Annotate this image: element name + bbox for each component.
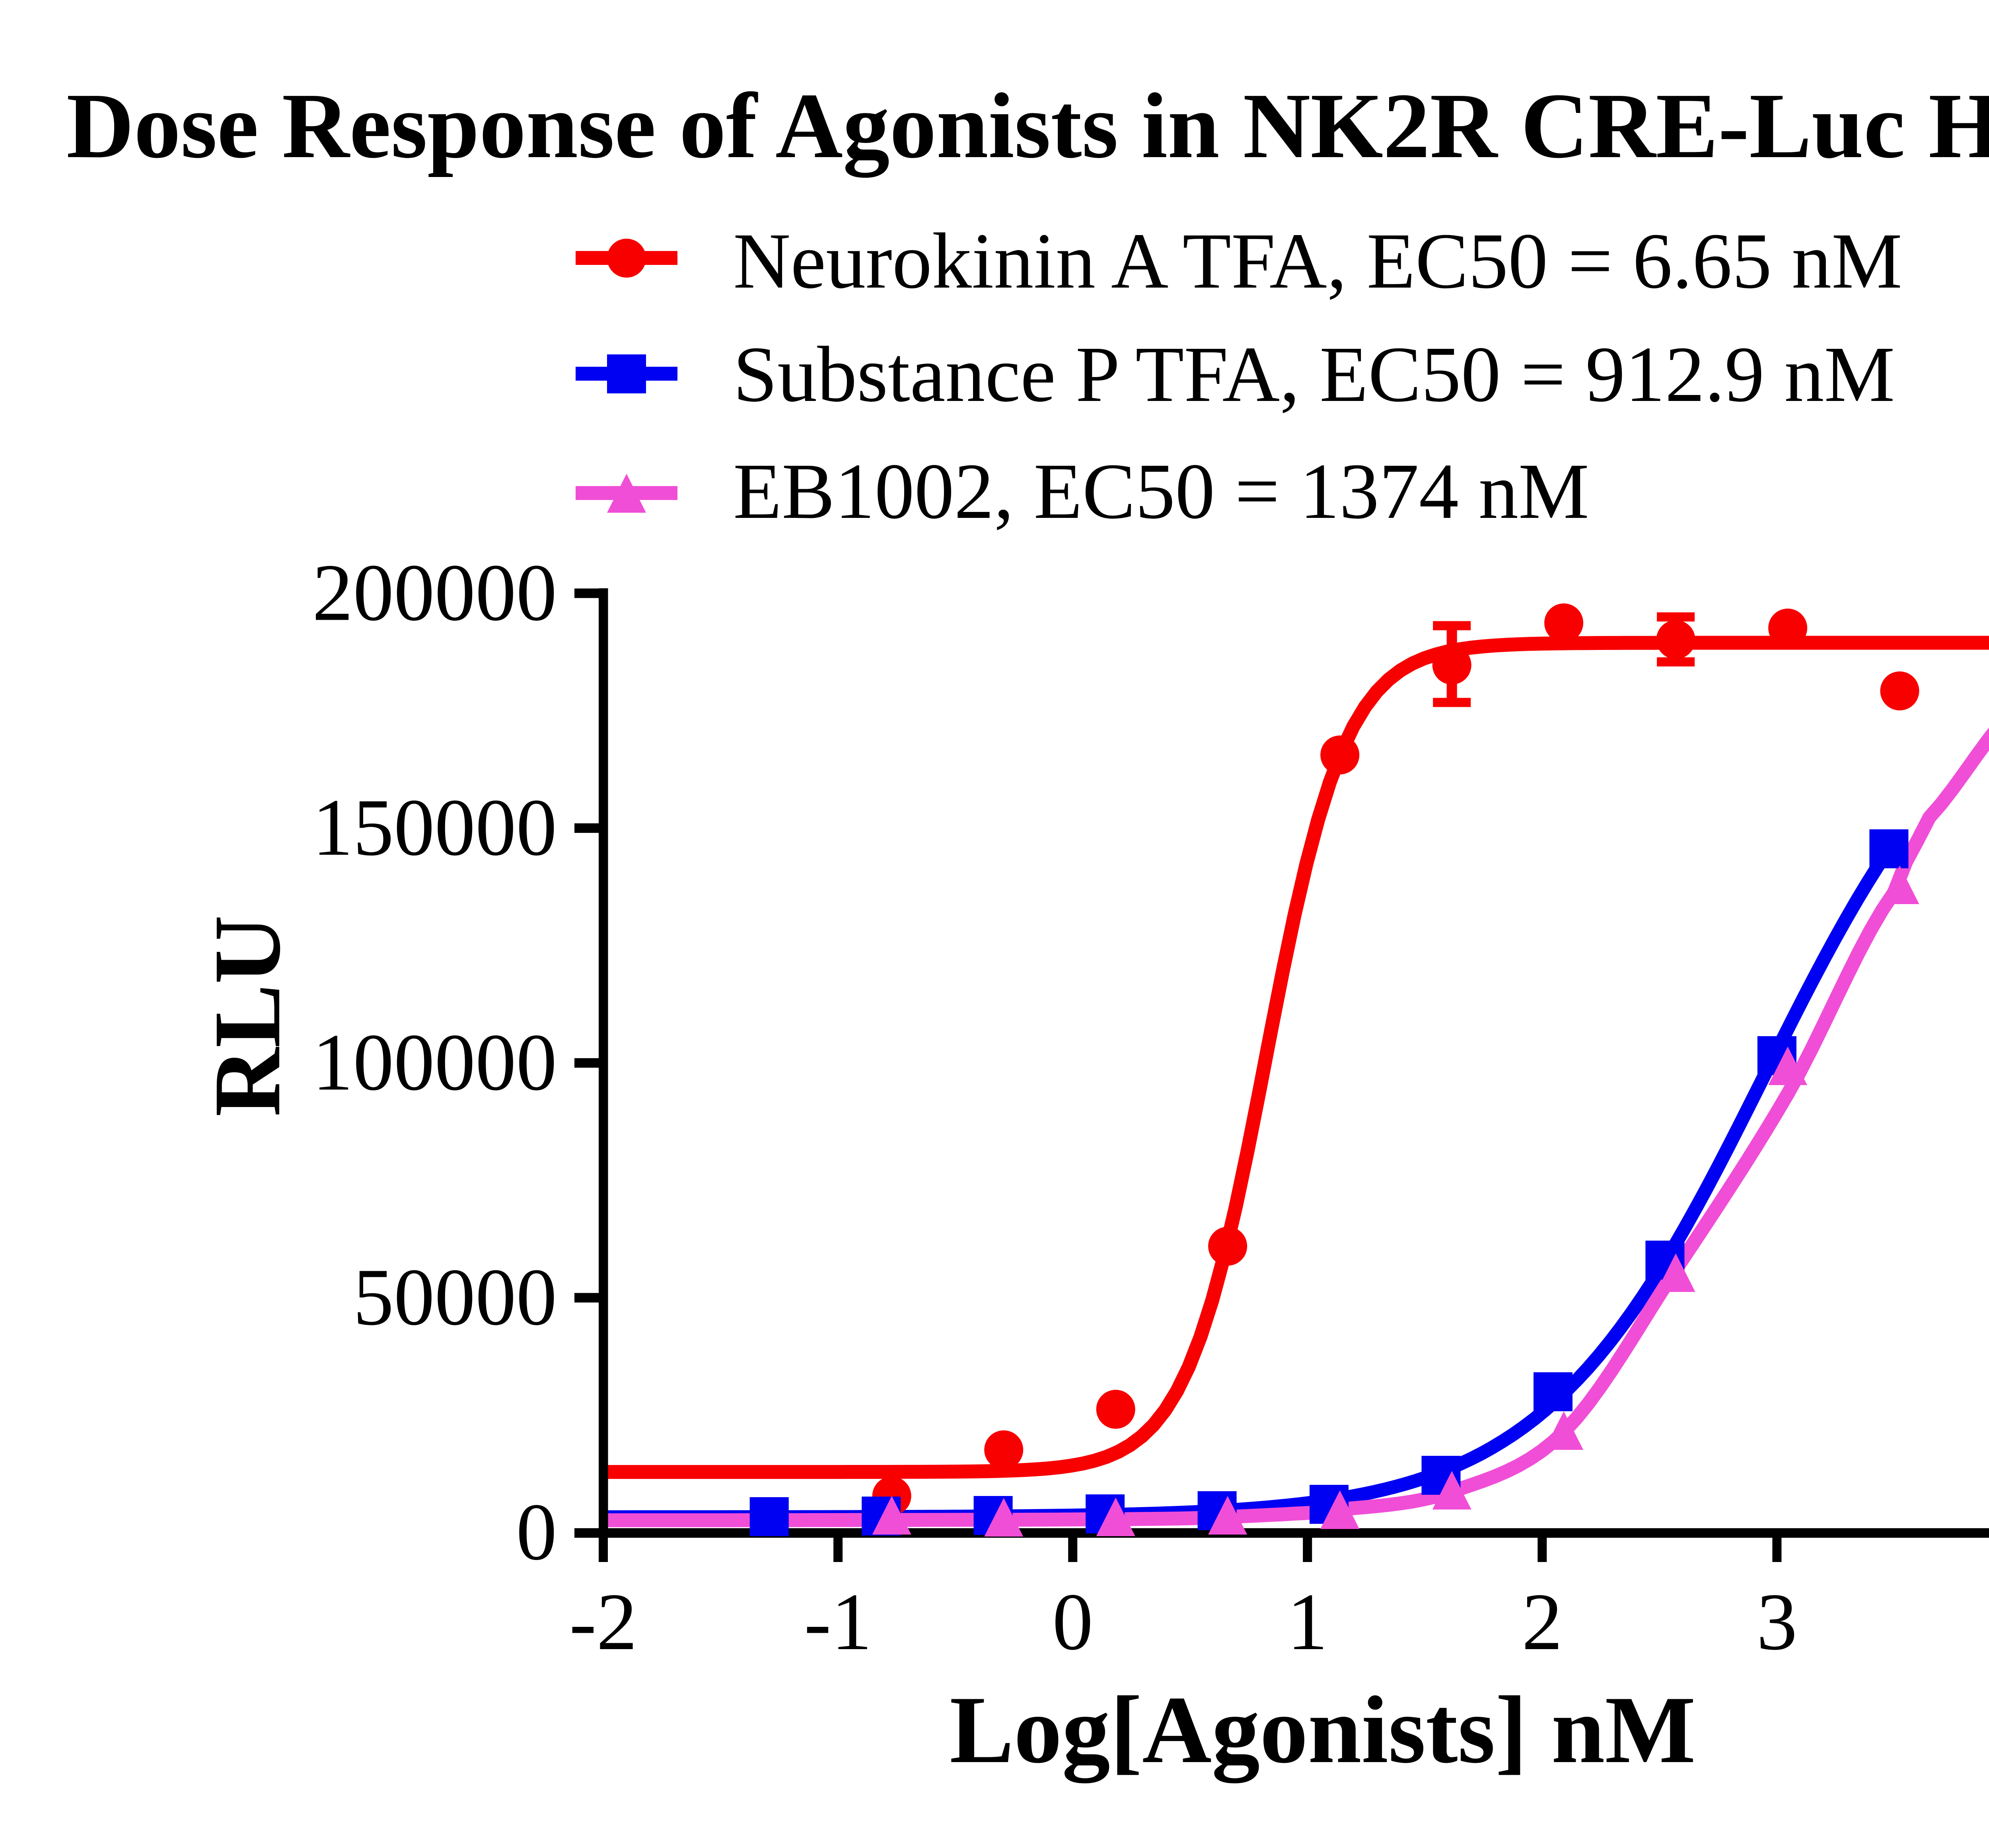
svg-text:Neurokinin A TFA, EC50 = 6.65: Neurokinin A TFA, EC50 = 6.65 nM [733, 217, 1902, 305]
svg-text:Substance P TFA, EC50 = 912.9: Substance P TFA, EC50 = 912.9 nM [733, 331, 1895, 418]
svg-text:3: 3 [1757, 1577, 1798, 1667]
svg-text:0: 0 [1052, 1577, 1093, 1667]
svg-text:RLU: RLU [194, 915, 300, 1117]
svg-text:50000: 50000 [353, 1252, 557, 1342]
svg-text:-1: -1 [804, 1577, 872, 1667]
svg-text:EB1002, EC50 = 1374 nM: EB1002, EC50 = 1374 nM [733, 447, 1589, 535]
svg-text:100000: 100000 [312, 1017, 557, 1107]
svg-text:150000: 150000 [312, 782, 557, 873]
svg-text:-2: -2 [569, 1577, 637, 1667]
svg-text:1: 1 [1287, 1577, 1328, 1667]
svg-text:0: 0 [516, 1487, 557, 1577]
svg-text:Dose Response of Agonists in N: Dose Response of Agonists in NK2R CRE-Lu… [66, 74, 1989, 178]
svg-text:2: 2 [1522, 1577, 1563, 1667]
svg-text:200000: 200000 [312, 548, 557, 638]
svg-text:Log[Agonists] nM: Log[Agonists] nM [950, 1677, 1696, 1783]
